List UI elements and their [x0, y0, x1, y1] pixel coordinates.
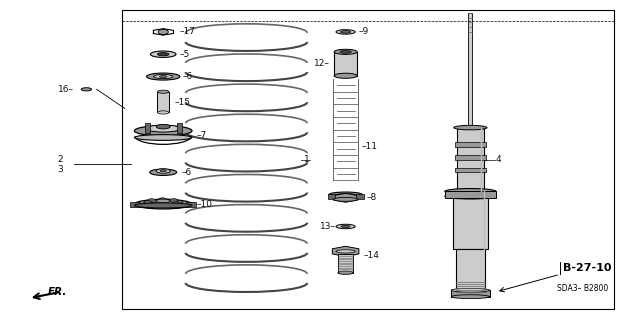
Ellipse shape	[134, 203, 192, 208]
Ellipse shape	[336, 30, 355, 34]
Ellipse shape	[445, 189, 496, 194]
Bar	[453, 191, 488, 249]
Ellipse shape	[160, 170, 166, 172]
Ellipse shape	[329, 192, 362, 197]
Bar	[456, 249, 485, 293]
Ellipse shape	[451, 288, 490, 292]
Text: 1: 1	[304, 155, 310, 164]
Text: –17: –17	[179, 27, 195, 36]
Circle shape	[170, 198, 178, 202]
Bar	[177, 123, 182, 133]
Bar	[445, 191, 496, 198]
Ellipse shape	[157, 53, 169, 56]
Text: FR.: FR.	[48, 287, 67, 297]
Ellipse shape	[134, 135, 192, 140]
Ellipse shape	[144, 199, 182, 206]
Text: 4: 4	[496, 155, 502, 164]
Ellipse shape	[333, 194, 358, 199]
Text: 13–: 13–	[320, 222, 336, 231]
Ellipse shape	[340, 50, 351, 53]
Ellipse shape	[340, 31, 351, 33]
Circle shape	[150, 202, 157, 206]
Text: 2: 2	[58, 155, 63, 164]
Circle shape	[148, 199, 156, 203]
Ellipse shape	[134, 126, 192, 136]
Text: –5: –5	[179, 50, 189, 59]
Ellipse shape	[454, 125, 487, 130]
Bar	[468, 13, 472, 128]
Text: –11: –11	[362, 142, 378, 151]
Bar	[356, 194, 364, 199]
Circle shape	[158, 29, 168, 34]
Polygon shape	[333, 193, 358, 202]
Ellipse shape	[334, 73, 357, 78]
Ellipse shape	[159, 76, 167, 78]
Ellipse shape	[336, 224, 355, 229]
Ellipse shape	[154, 74, 173, 79]
Text: –14: –14	[364, 251, 380, 260]
Ellipse shape	[333, 197, 358, 201]
Bar	[338, 254, 353, 273]
Bar	[328, 194, 335, 199]
Text: 16–: 16–	[58, 85, 74, 94]
Circle shape	[144, 201, 152, 204]
Ellipse shape	[341, 225, 350, 228]
Ellipse shape	[146, 125, 180, 132]
Text: –6: –6	[182, 72, 193, 81]
Ellipse shape	[156, 124, 170, 129]
Bar	[145, 123, 150, 133]
Bar	[451, 290, 490, 297]
Bar	[457, 128, 484, 191]
Bar	[186, 202, 196, 207]
Text: –7: –7	[196, 131, 207, 140]
Circle shape	[161, 203, 169, 207]
Ellipse shape	[445, 193, 496, 199]
Text: –10: –10	[196, 200, 212, 209]
Polygon shape	[332, 246, 359, 256]
Ellipse shape	[150, 169, 177, 175]
Ellipse shape	[338, 271, 353, 274]
Ellipse shape	[81, 88, 92, 91]
Circle shape	[175, 200, 182, 204]
Bar	[455, 142, 486, 147]
Ellipse shape	[156, 199, 170, 203]
Bar	[130, 202, 140, 207]
Circle shape	[172, 202, 179, 206]
Bar	[455, 168, 486, 172]
Ellipse shape	[336, 250, 355, 253]
Ellipse shape	[334, 49, 357, 54]
Bar	[334, 52, 357, 76]
Text: 12–: 12–	[314, 59, 330, 68]
Ellipse shape	[150, 51, 176, 57]
Bar	[122, 10, 614, 309]
Text: –15: –15	[175, 98, 191, 107]
Ellipse shape	[157, 90, 169, 93]
Text: B-27-10: B-27-10	[563, 263, 612, 273]
Bar	[157, 92, 169, 112]
Ellipse shape	[147, 73, 180, 80]
Bar	[455, 155, 486, 160]
Text: 3: 3	[58, 165, 63, 174]
Text: –8: –8	[366, 193, 376, 202]
Ellipse shape	[451, 295, 490, 299]
Ellipse shape	[156, 169, 170, 173]
Ellipse shape	[161, 54, 166, 55]
Text: SDA3– B2800: SDA3– B2800	[557, 284, 608, 293]
Ellipse shape	[134, 199, 192, 209]
Ellipse shape	[157, 111, 169, 114]
Text: –6: –6	[181, 168, 191, 177]
Circle shape	[159, 198, 166, 202]
Text: –9: –9	[358, 27, 369, 36]
